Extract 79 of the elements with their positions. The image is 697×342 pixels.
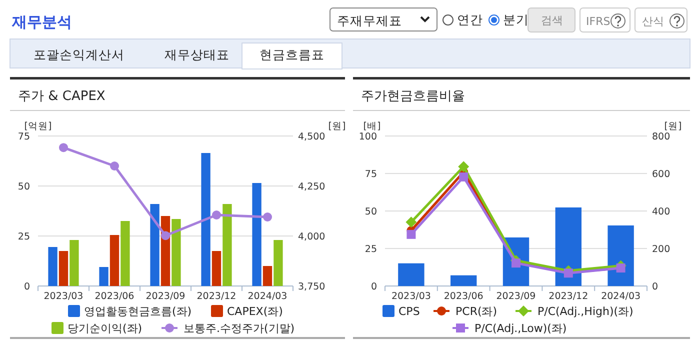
y-tick-label: 100 bbox=[358, 132, 377, 142]
bar bbox=[222, 204, 232, 286]
bar bbox=[262, 266, 272, 286]
text: 포괄손익계산서 bbox=[34, 47, 124, 62]
point bbox=[406, 230, 416, 239]
chart-title: 주가 & CAPEX bbox=[18, 89, 106, 104]
bar bbox=[70, 240, 79, 286]
y2-tick-label: 200 bbox=[652, 244, 670, 255]
text: 검색 bbox=[541, 14, 563, 27]
point bbox=[161, 231, 170, 240]
y-tick-label: 75 bbox=[18, 132, 30, 142]
x-tick-label: 2023/09 bbox=[146, 291, 186, 302]
y-tick-label: 50 bbox=[18, 182, 30, 192]
y2-tick-label: 800 bbox=[652, 132, 670, 142]
point bbox=[263, 212, 272, 222]
legend-label: P/C(Adj.,Low)(좌) bbox=[474, 322, 567, 335]
bar bbox=[252, 183, 262, 286]
text: 산식 bbox=[642, 15, 664, 28]
bar bbox=[274, 240, 283, 286]
legend-label: P/C(Adj.,High)(좌) bbox=[538, 305, 634, 318]
y2-tick-label: 3,750 bbox=[298, 282, 326, 292]
bar bbox=[58, 251, 68, 286]
y2-tick-label: 4,000 bbox=[298, 232, 326, 242]
y2-tick-label: 4,500 bbox=[298, 132, 326, 142]
chart-title: 주가현금흐름비율 bbox=[361, 89, 465, 104]
bar bbox=[450, 275, 477, 286]
x-tick-label: 2024/03 bbox=[601, 291, 641, 302]
legend-label: PCR(좌) bbox=[456, 305, 498, 318]
legend-label: 보통주.수정주가(기말) bbox=[184, 322, 295, 335]
point bbox=[212, 210, 221, 220]
point bbox=[406, 216, 417, 228]
bar bbox=[608, 225, 634, 286]
y-tick-label: 25 bbox=[18, 232, 30, 242]
x-tick-label: 2023/06 bbox=[94, 291, 134, 302]
legend-label: CAPEX(좌) bbox=[227, 305, 283, 318]
point bbox=[459, 172, 468, 182]
y-axis-title: [억원] bbox=[24, 121, 52, 132]
point bbox=[110, 162, 119, 170]
x-tick-label: 2023/12 bbox=[548, 291, 588, 302]
legend-label: CPS bbox=[398, 305, 420, 318]
bar bbox=[172, 219, 181, 286]
x-tick-label: 2023/12 bbox=[196, 291, 236, 302]
y2-axis-title: [원] bbox=[328, 121, 346, 132]
bar bbox=[201, 153, 210, 286]
y2-tick-label: 400 bbox=[652, 206, 670, 218]
text: IFRS bbox=[586, 15, 610, 28]
bar bbox=[212, 251, 222, 286]
y2-axis-title: [원] bbox=[664, 121, 682, 132]
legend-label: 당기순이익(좌) bbox=[68, 322, 142, 335]
bar bbox=[555, 207, 582, 286]
x-tick-label: 2024/03 bbox=[248, 291, 288, 302]
y-tick-label: 25 bbox=[364, 244, 377, 255]
y2-tick-label: 4,250 bbox=[298, 182, 326, 192]
y-tick-label: 75 bbox=[364, 169, 377, 180]
text: 연간 bbox=[457, 12, 483, 27]
bar bbox=[120, 221, 130, 286]
y-tick-label: 0 bbox=[370, 282, 377, 292]
y2-tick-label: 0 bbox=[652, 282, 658, 292]
text: 주재무제표 bbox=[337, 13, 402, 28]
bar bbox=[110, 235, 120, 286]
text: 재무분석 bbox=[11, 13, 72, 31]
x-tick-label: 2023/09 bbox=[496, 291, 536, 302]
text: 분기 bbox=[503, 12, 529, 27]
bar bbox=[398, 263, 424, 286]
x-tick-label: 2023/03 bbox=[391, 291, 431, 302]
x-tick-label: 2023/06 bbox=[444, 291, 484, 302]
bar bbox=[48, 247, 58, 286]
text: 현금흐름표 bbox=[260, 47, 324, 62]
y-tick-label: 50 bbox=[364, 206, 377, 218]
legend-label: 영업활동현금흐름(좌) bbox=[84, 305, 192, 318]
point bbox=[458, 161, 470, 172]
y-tick-label: 0 bbox=[24, 282, 30, 292]
text: 재무상태표 bbox=[164, 47, 230, 62]
bar bbox=[150, 204, 160, 286]
y-axis-title: [배] bbox=[363, 121, 381, 132]
bar bbox=[99, 267, 108, 286]
point bbox=[59, 143, 68, 152]
x-tick-label: 2023/03 bbox=[44, 291, 84, 302]
y2-tick-label: 600 bbox=[652, 169, 670, 180]
